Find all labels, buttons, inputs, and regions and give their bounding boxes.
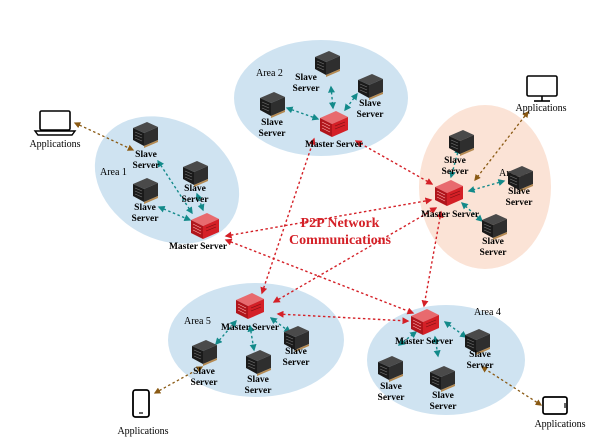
area-1-label: Area 1 bbox=[100, 167, 127, 178]
p2p-links bbox=[224, 137, 444, 325]
area-5: Master Server Slave Server Slave Server Sl… bbox=[191, 292, 311, 396]
area-1: Slave Server Slave Server Slave Server Mast… bbox=[132, 121, 228, 252]
area-4-label: Area 4 bbox=[474, 307, 501, 318]
master-slave-links bbox=[157, 85, 506, 358]
area-2-region bbox=[234, 40, 408, 156]
application-links bbox=[73, 110, 543, 406]
master-server-label: Master Server bbox=[395, 337, 454, 347]
slave-server-label: Slave bbox=[285, 347, 307, 357]
monitor-icon bbox=[526, 75, 558, 102]
area-4: Master Server Slave Server Slave Server Sl… bbox=[377, 308, 495, 412]
applications-label: Applications bbox=[534, 419, 585, 430]
slave-server-label: Slave bbox=[482, 237, 504, 247]
applications-label: Applications bbox=[515, 103, 566, 114]
master-server-label: Master Server bbox=[221, 323, 280, 333]
master-server-label: Master Server bbox=[305, 140, 364, 150]
smartphone-icon bbox=[132, 389, 150, 418]
slave-server-label: Slave bbox=[469, 350, 491, 360]
master-server-label: Master Server bbox=[421, 210, 480, 220]
slave-server-label: Slave bbox=[193, 367, 215, 377]
area-1-region bbox=[94, 116, 240, 244]
slave-server-label: Slave bbox=[135, 150, 157, 160]
master-server-label: Master Server bbox=[169, 242, 228, 252]
area-5-label: Area 5 bbox=[184, 316, 211, 327]
slave-server-label: Slave bbox=[508, 187, 530, 197]
applications-label: Applications bbox=[117, 426, 168, 437]
slave-server-label: Slave bbox=[261, 118, 283, 128]
slave-server-label: Slave bbox=[359, 99, 381, 109]
area-3: Slave Server Slave Server Slave Server Mast… bbox=[421, 129, 534, 258]
tablet-icon bbox=[542, 396, 568, 415]
slave-server-label: Slave bbox=[184, 184, 206, 194]
slave-server-label: Slave bbox=[134, 203, 156, 213]
applications-label: Applications bbox=[29, 139, 80, 150]
slave-server-label: Slave bbox=[295, 73, 317, 83]
area-2: Slave Server Slave Server Slave Server Mast… bbox=[259, 50, 385, 150]
area-2-label: Area 2 bbox=[256, 68, 283, 79]
p2p-label: P2P Network bbox=[301, 216, 380, 231]
slave-server-label: Slave bbox=[432, 391, 454, 401]
laptop-icon bbox=[33, 110, 77, 136]
slave-server-label: Slave bbox=[444, 156, 466, 166]
slave-server-label: Slave bbox=[247, 375, 269, 385]
slave-server-label: Slave bbox=[380, 382, 402, 392]
